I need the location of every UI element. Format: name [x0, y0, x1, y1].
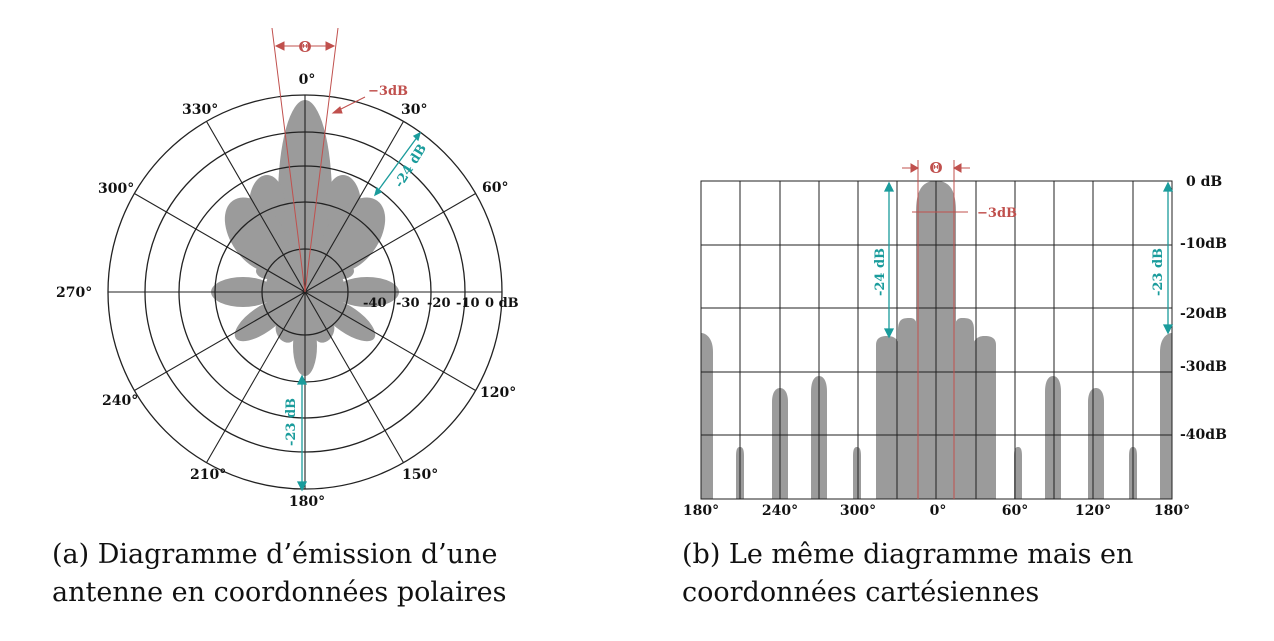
ring-label: -10 [456, 296, 480, 311]
polar-diagram: Θ −3dB -24 dB -23 dB 0° 30° 60° 120° 150… [56, 27, 519, 510]
angle-label: 240° [102, 393, 138, 409]
angle-label: 180° [289, 494, 325, 510]
polar-dims [296, 131, 422, 492]
cart-x-labels: 180° 240° 300° 0° 60° 120° 180° [683, 503, 1190, 519]
dim-top-arrowhead [373, 186, 383, 197]
lobe [954, 318, 974, 499]
dim-top-arrowhead [412, 131, 422, 142]
polar-angle-labels: 0° 30° 60° 120° 150° 180° 210° 240° 270°… [56, 72, 516, 510]
polar-dim-top-label: -24 dB [392, 142, 430, 191]
db-label: -10dB [1180, 236, 1227, 252]
dim-bottom-arrowhead [296, 481, 308, 492]
polar-ring-labels: -40 -30 -20 -10 0 dB [363, 296, 519, 311]
polar-dim-bottom-label: -23 dB [284, 398, 299, 446]
dim-top-line [376, 135, 419, 193]
lobe [1088, 388, 1104, 499]
angle-label: 270° [56, 285, 92, 301]
dim-left-arrowhead [883, 328, 895, 339]
theta-arrowhead [910, 163, 920, 173]
angle-label: 300° [98, 181, 134, 197]
ring-label: -30 [396, 296, 420, 311]
beam-line-right [304, 27, 339, 293]
lobe [972, 336, 996, 499]
db-label: 0 dB [1186, 174, 1222, 190]
x-label: 300° [840, 503, 876, 519]
cart-theta-label: Θ [929, 159, 942, 177]
x-label: 60° [1002, 503, 1028, 519]
angle-label: 30° [401, 102, 427, 118]
angle-label: 60° [482, 180, 508, 196]
minus3-arrowhead [331, 106, 343, 114]
lobe [876, 336, 900, 499]
x-label: 0° [930, 503, 947, 519]
theta-arrowhead [325, 41, 336, 51]
cart-dims [883, 181, 1174, 339]
angle-label: 0° [299, 72, 316, 88]
x-label: 180° [1154, 503, 1190, 519]
cart-grid [700, 180, 1173, 500]
db-label: -40dB [1180, 427, 1227, 443]
db-label: -20dB [1180, 306, 1227, 322]
angle-label: 330° [182, 102, 218, 118]
x-label: 180° [683, 503, 719, 519]
lobe [1014, 447, 1022, 499]
caption-polar: (a) Diagramme d’émission d’une antenne e… [52, 539, 507, 608]
x-label: 240° [762, 503, 798, 519]
cartesian-diagram: Θ −3dB -24 dB -23 dB 0 dB -10dB -20dB -3… [683, 159, 1227, 519]
angle-label: 120° [480, 385, 516, 401]
cart-beam-lines [902, 160, 970, 499]
side-lobe [224, 197, 290, 273]
db-label: -30dB [1180, 359, 1227, 375]
theta-arrowhead [952, 163, 962, 173]
polar-theta-label: Θ [298, 38, 311, 56]
x-label: 120° [1075, 503, 1111, 519]
angle-label: 210° [190, 467, 226, 483]
polar-beam-lines [271, 27, 366, 293]
polar-minus3-label: −3dB [368, 84, 408, 99]
lobe [701, 333, 713, 499]
lobe [898, 318, 918, 499]
cart-db-labels: 0 dB -10dB -20dB -30dB -40dB [1180, 174, 1227, 443]
lobe [1160, 333, 1172, 499]
dim-left-arrowhead [883, 181, 895, 192]
lobe [1045, 376, 1061, 499]
side-lobe [320, 197, 386, 273]
ring-label: -40 [363, 296, 387, 311]
ring-label: -20 [427, 296, 451, 311]
lobe [853, 447, 861, 499]
dim-bottom-arrowhead [296, 374, 308, 385]
beam-line-left [271, 27, 306, 293]
theta-arrowhead [274, 41, 285, 51]
dim-right-arrowhead [1162, 181, 1174, 192]
angle-label: 150° [402, 467, 438, 483]
cart-dim-right-label: -23 dB [1151, 248, 1166, 296]
cart-minus3-label: −3dB [977, 206, 1017, 221]
caption-cartesian: (b) Le même diagramme mais en coordonnée… [682, 539, 1134, 608]
ring-label: 0 dB [485, 296, 519, 311]
cart-dim-left-label: -24 dB [873, 248, 888, 296]
dim-right-arrowhead [1162, 324, 1174, 335]
